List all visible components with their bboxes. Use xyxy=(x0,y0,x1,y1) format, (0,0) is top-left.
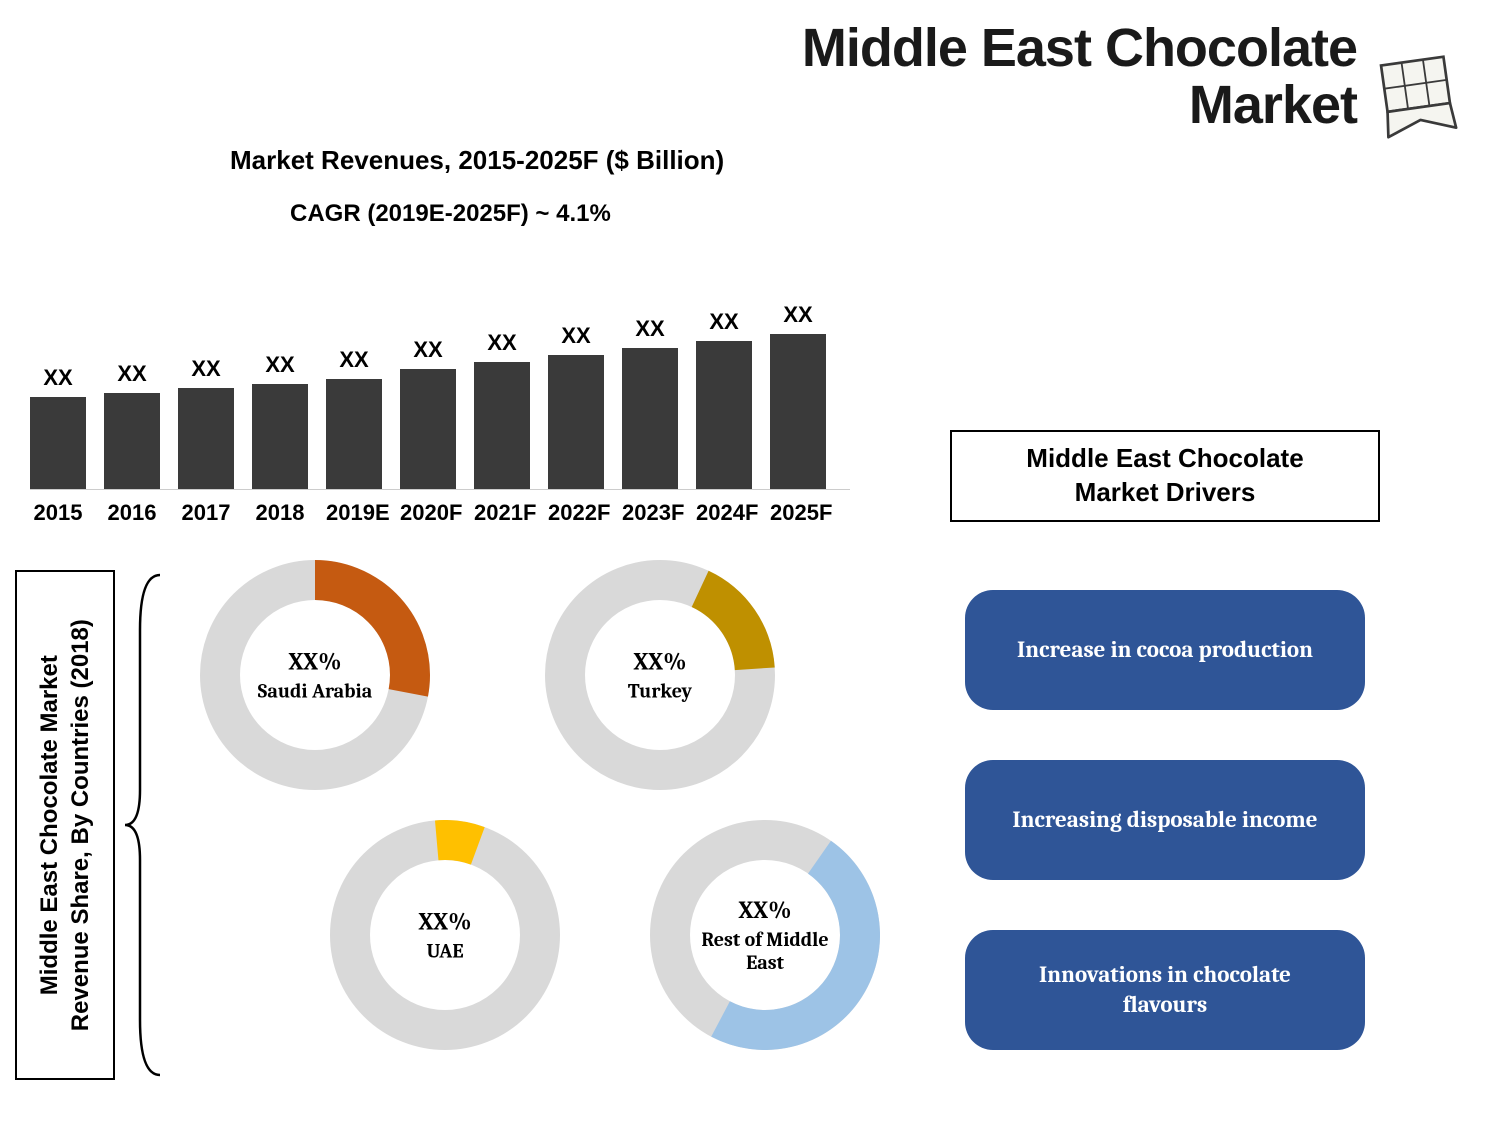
bar-chart: XX XX XX XX XX XX XX XX XX XX XX xyxy=(30,270,850,490)
bar-value-label: XX xyxy=(117,361,146,387)
donut-saudi-arabia: XX% Saudi Arabia xyxy=(200,560,430,790)
bar-2016: XX xyxy=(104,361,160,489)
bar-2025F: XX xyxy=(770,302,826,489)
bar-value-label: XX xyxy=(339,347,368,373)
bar-rect xyxy=(622,348,678,489)
bar-chart-x-axis: 2015 2016 2017 2018 2019E 2020F 2021F 2022F 2023… xyxy=(30,500,850,530)
bar-value-label: XX xyxy=(561,323,590,349)
side-label-line1: Middle East Chocolate Market xyxy=(36,655,63,995)
main-title: Middle East Chocolate Market xyxy=(557,20,1457,133)
bar-x-label: 2016 xyxy=(104,500,160,526)
drivers-title-line2: Market Drivers xyxy=(1075,477,1256,507)
drivers-title-line1: Middle East Chocolate xyxy=(1026,443,1303,473)
donut-center: XX% Saudi Arabia xyxy=(245,648,385,703)
donut-center: XX% Rest of Middle East xyxy=(695,896,835,974)
revenue-share-label-box: Middle East Chocolate Market Revenue Sha… xyxy=(15,570,115,1080)
donut-uae: XX% UAE xyxy=(330,820,560,1050)
curly-brace-icon xyxy=(120,570,170,1080)
bar-2015: XX xyxy=(30,365,86,489)
donut-turkey: XX% Turkey xyxy=(545,560,775,790)
bar-rect xyxy=(252,384,308,489)
bar-x-label: 2015 xyxy=(30,500,86,526)
driver-pill: Increase in cocoa production xyxy=(965,590,1365,710)
donut-pct-label: XX% xyxy=(375,908,515,936)
donut-name-label: Rest of Middle East xyxy=(695,928,835,974)
bar-x-label: 2021F xyxy=(474,500,530,526)
bar-x-label: 2018 xyxy=(252,500,308,526)
bar-2017: XX xyxy=(178,356,234,489)
donut-pct-label: XX% xyxy=(695,896,835,924)
bar-2022F: XX xyxy=(548,323,604,489)
title-line2: Market xyxy=(1189,75,1357,135)
bar-2023F: XX xyxy=(622,316,678,489)
bar-rect xyxy=(178,388,234,489)
bar-rect xyxy=(696,341,752,489)
bar-rect xyxy=(104,393,160,489)
bar-2020F: XX xyxy=(400,337,456,489)
bar-x-label: 2024F xyxy=(696,500,752,526)
bar-x-label: 2022F xyxy=(548,500,604,526)
bar-rect xyxy=(326,379,382,489)
bar-value-label: XX xyxy=(635,316,664,342)
bar-rect xyxy=(770,334,826,489)
bar-value-label: XX xyxy=(413,337,442,363)
revenue-share-label: Middle East Chocolate Market Revenue Sha… xyxy=(34,619,96,1031)
driver-pill: Increasing disposable income xyxy=(965,760,1365,880)
bar-x-label: 2023F xyxy=(622,500,678,526)
bar-rect xyxy=(474,362,530,489)
donut-pct-label: XX% xyxy=(245,648,385,676)
bar-2019E: XX xyxy=(326,347,382,489)
bar-2024F: XX xyxy=(696,309,752,489)
bar-value-label: XX xyxy=(265,352,294,378)
donut-rest-of-middle-east: XX% Rest of Middle East xyxy=(650,820,880,1050)
bar-value-label: XX xyxy=(43,365,72,391)
bar-x-label: 2020F xyxy=(400,500,456,526)
bar-x-label: 2025F xyxy=(770,500,826,526)
bar-value-label: XX xyxy=(191,356,220,382)
bar-x-label: 2017 xyxy=(178,500,234,526)
bar-chart-title: Market Revenues, 2015-2025F ($ Billion) xyxy=(230,145,724,176)
donut-name-label: UAE xyxy=(375,940,515,963)
bar-value-label: XX xyxy=(487,330,516,356)
donut-center: XX% Turkey xyxy=(590,648,730,703)
donut-name-label: Saudi Arabia xyxy=(245,680,385,703)
bar-value-label: XX xyxy=(709,309,738,335)
driver-pill: Innovations in chocolate flavours xyxy=(965,930,1365,1050)
bar-rect xyxy=(548,355,604,489)
bar-chart-subtitle: CAGR (2019E-2025F) ~ 4.1% xyxy=(290,200,611,228)
bar-2018: XX xyxy=(252,352,308,489)
bar-2021F: XX xyxy=(474,330,530,489)
bar-value-label: XX xyxy=(783,302,812,328)
bar-x-label: 2019E xyxy=(326,500,382,526)
donut-center: XX% UAE xyxy=(375,908,515,963)
donut-pct-label: XX% xyxy=(590,648,730,676)
drivers-title-box: Middle East Chocolate Market Drivers xyxy=(950,430,1380,522)
donut-name-label: Turkey xyxy=(590,680,730,703)
bar-rect xyxy=(30,397,86,489)
side-label-line2: Revenue Share, By Countries (2018) xyxy=(67,619,94,1031)
bar-rect xyxy=(400,369,456,489)
title-line1: Middle East Chocolate xyxy=(802,18,1357,78)
chocolate-bar-icon xyxy=(1372,50,1462,151)
